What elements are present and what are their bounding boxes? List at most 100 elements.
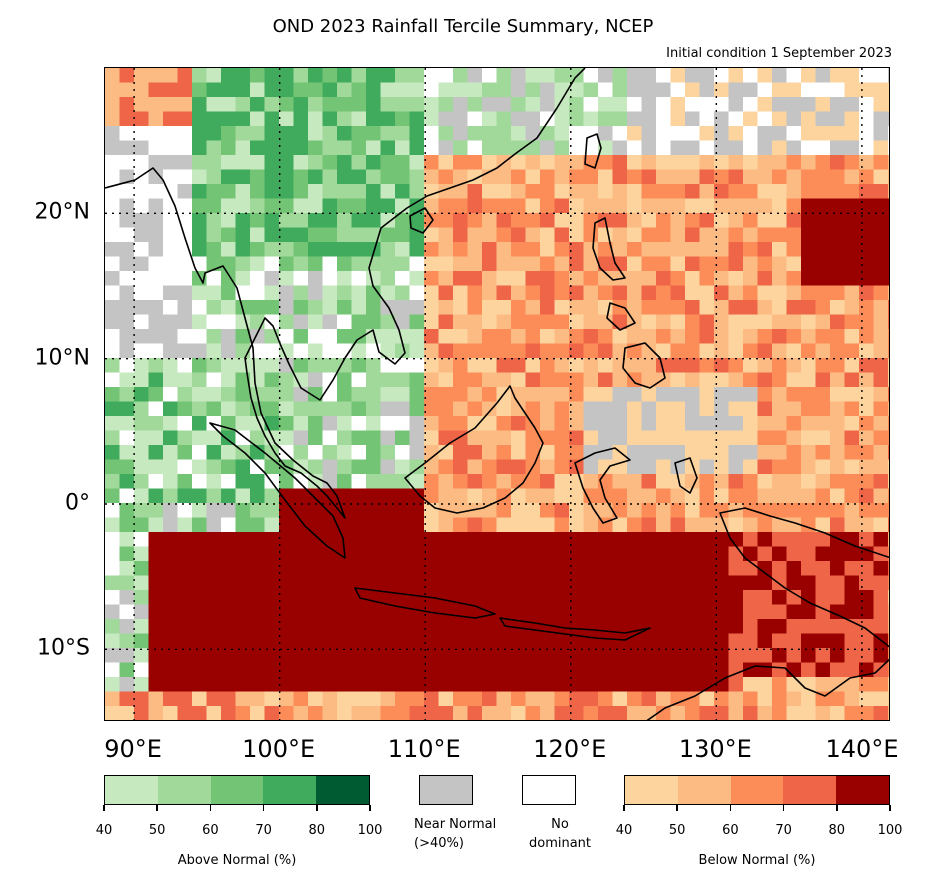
tercile-cell <box>554 140 570 156</box>
tercile-cell <box>134 430 149 446</box>
tercile-cell <box>467 184 483 199</box>
tercile-cell <box>888 706 889 720</box>
tercile-cell <box>873 619 889 634</box>
tercile-cell <box>308 343 323 359</box>
tercile-cell <box>815 430 831 446</box>
tercile-cell <box>583 387 599 402</box>
tercile-cell <box>148 619 164 634</box>
tercile-cell <box>206 358 222 373</box>
tercile-cell <box>511 198 526 214</box>
tercile-cell <box>844 68 860 83</box>
tercile-cell <box>293 503 309 518</box>
tercile-cell <box>438 213 454 228</box>
tercile-cell <box>554 329 570 344</box>
tercile-cell <box>888 590 889 605</box>
tercile-cell <box>525 126 541 141</box>
tercile-cell <box>540 256 555 272</box>
tercile-cell <box>743 126 758 141</box>
tercile-cell <box>569 416 584 431</box>
tercile-cell <box>801 546 816 562</box>
tercile-cell <box>859 532 874 547</box>
latitude-label: 0° <box>65 490 90 516</box>
tercile-cell <box>134 488 149 504</box>
tercile-cell <box>467 517 483 533</box>
tercile-cell <box>221 590 236 605</box>
tercile-cell <box>786 662 802 678</box>
tercile-cell <box>685 184 700 199</box>
tercile-cell <box>293 648 309 663</box>
tercile-cell <box>163 256 178 272</box>
tercile-cell <box>859 677 874 692</box>
tercile-cell <box>844 343 860 359</box>
tercile-cell <box>395 358 410 373</box>
tercile-cell <box>221 184 236 199</box>
tercile-cell <box>830 126 845 141</box>
tercile-cell <box>424 532 439 547</box>
tercile-cell <box>264 155 280 170</box>
tercile-cell <box>424 387 439 402</box>
tercile-cell <box>264 546 280 562</box>
tercile-cell <box>699 300 715 315</box>
tercile-cell <box>235 648 251 663</box>
tercile-cell <box>656 68 671 83</box>
near-normal-caption: Near Normal (>40%) <box>414 815 530 853</box>
tercile-cell <box>380 633 396 649</box>
tercile-cell <box>308 488 323 504</box>
tercile-cell <box>163 633 178 649</box>
tercile-cell <box>641 285 657 301</box>
tercile-cell <box>656 430 671 446</box>
tercile-cell <box>467 213 483 228</box>
tercile-cell <box>105 140 120 156</box>
tercile-cell <box>163 648 178 663</box>
tercile-cell <box>467 372 483 388</box>
tercile-cell <box>119 82 135 98</box>
tercile-cell <box>699 546 715 562</box>
tercile-cell <box>409 706 425 720</box>
tercile-cell <box>453 445 468 460</box>
tercile-cell <box>221 459 236 475</box>
tercile-cell <box>757 285 773 301</box>
tercile-cell <box>148 633 164 649</box>
latitude-label: 20°N <box>34 199 90 225</box>
tercile-cell <box>221 256 236 272</box>
tercile-cell <box>438 706 454 720</box>
tercile-cell <box>540 561 555 576</box>
tercile-cell <box>236 721 251 722</box>
coastline-java <box>354 587 496 619</box>
tercile-cell <box>409 126 425 141</box>
tercile-cell <box>888 648 889 663</box>
tercile-cell <box>438 532 454 547</box>
tercile-cell <box>801 721 816 722</box>
tercile-cell <box>873 474 889 489</box>
tercile-cell <box>496 198 512 214</box>
tercile-cell <box>279 271 294 286</box>
tercile-cell <box>525 343 541 359</box>
tercile-cell <box>772 633 787 649</box>
tercile-cell <box>873 590 889 605</box>
tercile-cell <box>685 372 700 388</box>
tercile-cell <box>873 517 889 533</box>
tercile-cell <box>293 430 309 446</box>
tercile-cell <box>685 721 700 722</box>
tercile-cell <box>206 300 222 315</box>
tercile-cell <box>250 256 265 272</box>
tercile-cell <box>351 271 367 286</box>
tercile-cell <box>438 169 454 185</box>
tercile-cell <box>482 97 497 112</box>
tercile-cell <box>540 575 555 591</box>
tercile-cell <box>105 430 120 446</box>
tercile-cell <box>830 256 845 272</box>
tercile-cell <box>844 82 860 98</box>
tercile-cell <box>134 372 149 388</box>
tercile-cell <box>554 198 570 214</box>
colorbar-tick <box>103 805 105 811</box>
tercile-cell <box>772 503 787 518</box>
tercile-cell <box>279 604 294 620</box>
tercile-cell <box>830 590 845 605</box>
tercile-cell <box>844 97 860 112</box>
tercile-cell <box>424 503 439 518</box>
tercile-cell <box>685 343 700 359</box>
tercile-cell <box>163 459 178 475</box>
tercile-cell <box>757 126 773 141</box>
tercile-cell <box>221 604 236 620</box>
